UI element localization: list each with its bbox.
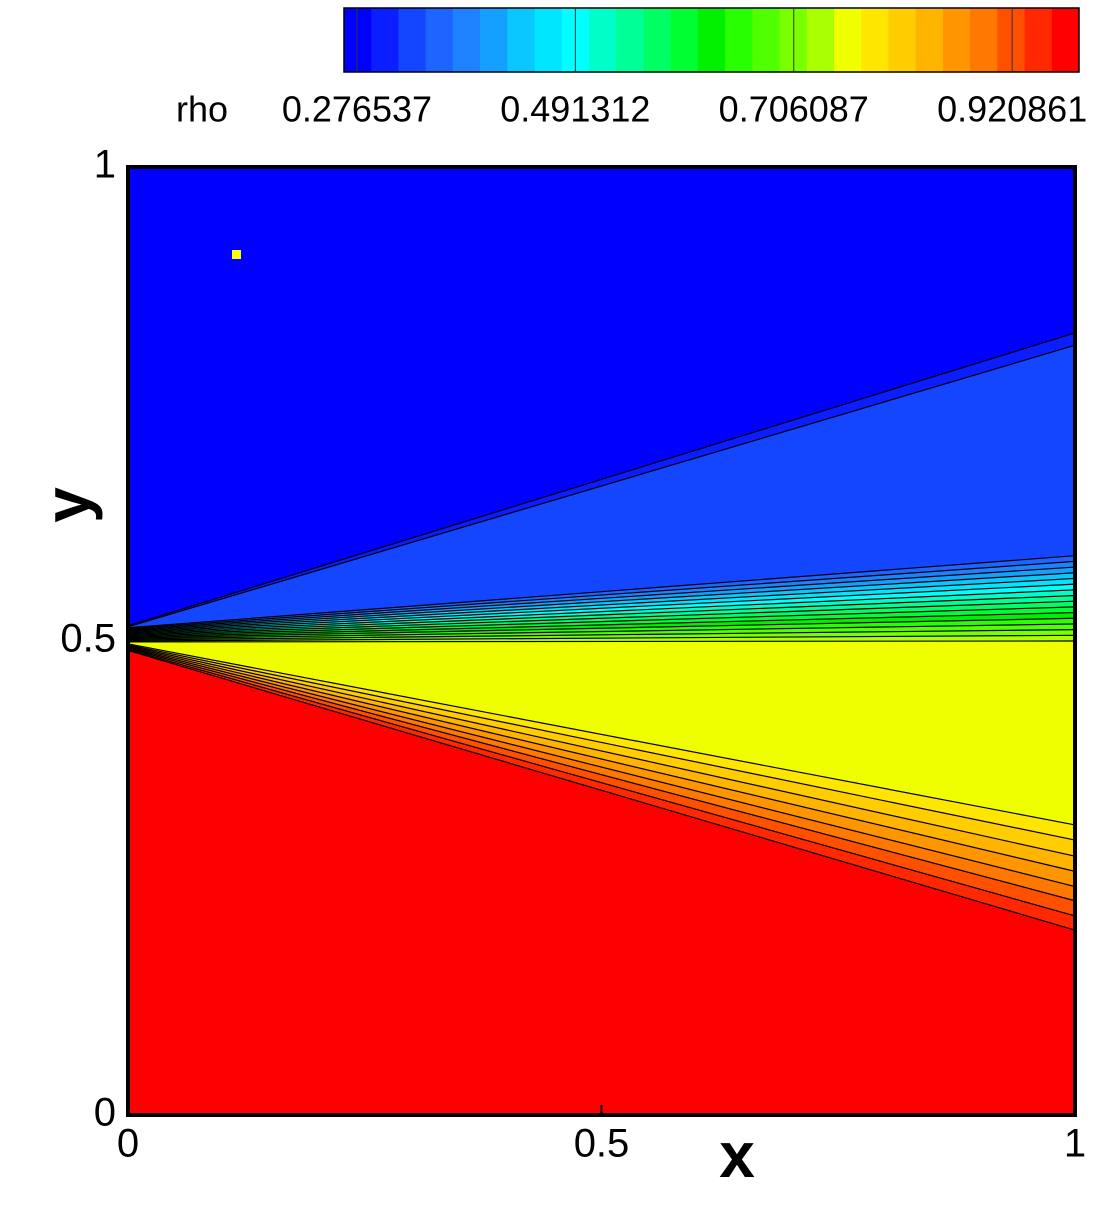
contour-line [127,649,1076,931]
contour-field [127,167,1076,1115]
contour-line [127,344,1076,628]
contour-line [127,566,1076,631]
colorbar-band [834,8,862,72]
contour-line [127,560,1076,630]
contour-line [127,648,1076,902]
contour-line [127,572,1076,632]
y-tick-label: 0.5 [60,617,116,661]
colorbar-band [534,8,563,72]
colorbar-band [425,8,454,72]
contour-line [127,611,1076,638]
colorbar-tick-label: 0.706087 [719,89,869,130]
y-tick-label: 0 [94,1091,116,1135]
colorbar-band [806,8,835,72]
contour-band [128,650,1075,1115]
contour-line [127,647,1076,888]
y-axis-label: y [31,487,103,523]
colorbar-band [888,8,917,72]
contour-line [127,644,1076,841]
colorbar-tick-label: 0.276537 [282,89,432,130]
colorbar-band [942,8,971,72]
contour-line [127,589,1076,635]
colorbar-band [670,8,699,72]
colorbar-band [752,8,781,72]
contour-line [127,646,1076,872]
contour-line [127,332,1076,627]
marker [232,250,241,259]
colorbar-band [616,8,644,72]
colorbar-band [1024,8,1053,72]
contour-line [127,623,1076,640]
colorbar-label: rho [176,89,228,130]
contour-line [127,583,1076,634]
colorbar-band [398,8,427,72]
contour-line [127,648,1076,917]
colorbar-band [589,8,617,72]
contour-line [127,643,1076,826]
x-tick-label: 0 [117,1122,139,1166]
contour-line [127,634,1076,642]
colorbar-band [725,8,753,72]
contour-line [127,629,1076,641]
colorbar-band [970,8,998,72]
colorbar-band [643,8,672,72]
colorbar-band [507,8,536,72]
colorbar-band [1051,8,1080,72]
contour-line [127,606,1076,637]
colorbar-band [452,8,481,72]
contour-line [127,594,1076,635]
x-tick-label: 0.5 [574,1122,630,1166]
contour-line [127,577,1076,633]
colorbar-band [697,8,726,72]
contour-line [127,555,1076,629]
colorbar-band [997,8,1026,72]
colorbar-band [915,8,944,72]
x-axis-label: x [719,1119,755,1191]
x-tick-label: 1 [1064,1122,1086,1166]
contour-line [127,640,1076,643]
colorbar-tick-label: 0.491312 [500,89,650,130]
colorbar-band [480,8,508,72]
colorbar-band [371,8,399,72]
contour-line [127,617,1076,639]
colorbar-band [861,8,889,72]
contour-line [127,600,1076,636]
contour-line [127,645,1076,857]
y-tick-label: 1 [94,143,116,187]
colorbar-tick-label: 0.920861 [937,89,1087,130]
colorbar-band [344,8,372,72]
colorbar-frame [343,7,1080,73]
